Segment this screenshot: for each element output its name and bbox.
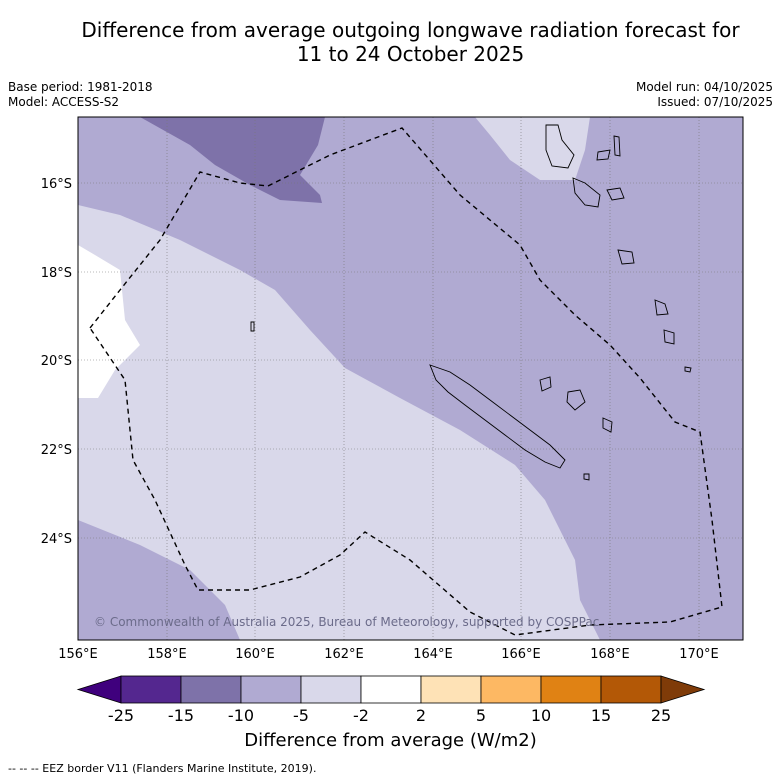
lon-label: 162°E [324, 647, 364, 662]
lon-label: 156°E [58, 647, 98, 662]
copyright-text: © Commonwealth of Australia 2025, Bureau… [94, 615, 599, 629]
colorbar-tick-label: -25 [108, 706, 134, 725]
colorbar-segment [600, 675, 662, 704]
colorbar-segment [300, 675, 362, 704]
lat-label: 20°S [41, 354, 72, 369]
colorbar-segment [420, 675, 482, 704]
band-light [78, 205, 600, 640]
title-line-1: Difference from average outgoing longwav… [81, 18, 740, 42]
band-dark [140, 117, 325, 203]
colorbar-segment [180, 675, 242, 704]
vanuatu-tanna [654, 299, 669, 316]
small-island-2 [583, 473, 590, 481]
colorbar-segment [480, 675, 542, 704]
lat-labels: 16°S 18°S 20°S 22°S 24°S [41, 177, 72, 547]
colorbar-segment [120, 675, 182, 704]
colorbar: -25 -15 -10 -5 -2 2 5 10 15 25 [76, 675, 706, 725]
colorbar-tick-label: -5 [293, 706, 309, 725]
colorbar-tick-label: 15 [591, 706, 611, 725]
lat-label: 24°S [41, 532, 72, 547]
colorbar-segment [540, 675, 602, 704]
vanuatu-island-3 [613, 135, 621, 157]
lon-label: 166°E [501, 647, 541, 662]
colorbar-tick-label: 10 [531, 706, 551, 725]
lat-label: 22°S [41, 443, 72, 458]
anomaly-field [78, 117, 743, 640]
lon-label: 158°E [147, 647, 187, 662]
model-run: Model run: 04/10/2025 [635, 80, 773, 94]
band-light-northeast [475, 117, 590, 180]
small-island-1 [684, 366, 692, 373]
colorbar-segment [360, 675, 422, 704]
lon-label: 168°E [590, 647, 630, 662]
model-name: Model: ACCESS-S2 [8, 95, 120, 109]
lon-label: 160°E [235, 647, 275, 662]
colorbar-tick-label: -15 [168, 706, 194, 725]
colorbar-extend-low [76, 675, 122, 704]
base-period: Base period: 1981-2018 [8, 80, 153, 94]
colorbar-tick-label: 25 [651, 706, 671, 725]
vanuatu-island-5 [606, 187, 625, 201]
map-frame [77, 116, 744, 641]
lon-label: 164°E [413, 647, 453, 662]
vanuatu-efate [617, 249, 635, 265]
lon-labels: 156°E 158°E 160°E 162°E 164°E 166°E 168°… [58, 647, 719, 662]
small-island-3 [250, 321, 255, 332]
colorbar-tick-label: -10 [228, 706, 254, 725]
colorbar-tick-label: 2 [416, 706, 426, 725]
lat-label: 18°S [41, 266, 72, 281]
map-title: Difference from average outgoing longwav… [0, 18, 781, 66]
lat-label: 16°S [41, 177, 72, 192]
issued-date: Issued: 07/10/2025 [657, 95, 773, 109]
colorbar-tick-label: 5 [476, 706, 486, 725]
colorbar-segment [240, 675, 302, 704]
gridlines [78, 117, 743, 640]
vanuatu-island-8 [663, 329, 675, 345]
lon-label: 170°E [679, 647, 719, 662]
loyalty-island-3 [602, 417, 613, 433]
new-caledonia-outline [429, 364, 566, 469]
colorbar-label: Difference from average (W/m2) [244, 730, 537, 751]
meta-left: Base period: 1981-2018 Model: ACCESS-S2 [8, 80, 153, 110]
eez-footnote: -- -- -- EEZ border V11 (Flanders Marine… [8, 762, 317, 775]
vanuatu-malekula [572, 177, 601, 208]
coastlines [250, 124, 692, 481]
loyalty-island-2 [566, 389, 586, 411]
meta-right: Model run: 04/10/2025 Issued: 07/10/2025 [636, 80, 773, 110]
title-line-2: 11 to 24 October 2025 [296, 42, 525, 66]
band-mid-southwest [78, 520, 240, 640]
loyalty-island-1 [539, 376, 552, 392]
colorbar-extend-high [660, 675, 706, 704]
colorbar-tick-label: -2 [353, 706, 369, 725]
vanuatu-island-2 [596, 149, 611, 161]
vanuatu-espiritu [545, 124, 575, 169]
